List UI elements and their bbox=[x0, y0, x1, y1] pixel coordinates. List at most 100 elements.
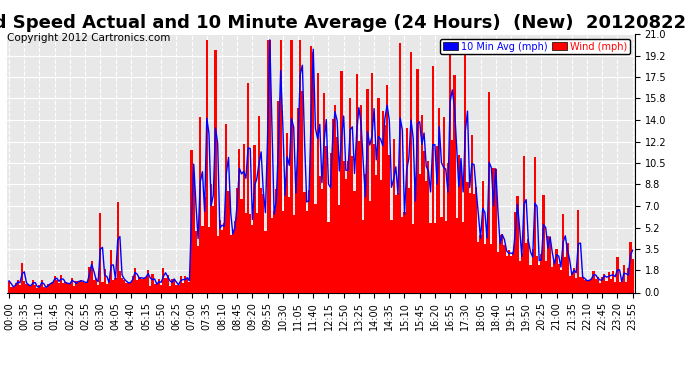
Bar bbox=[402, 217, 404, 292]
Bar bbox=[529, 265, 531, 292]
Title: Wind Speed Actual and 10 Minute Average (24 Hours)  (New)  20120822: Wind Speed Actual and 10 Minute Average … bbox=[0, 14, 687, 32]
Bar bbox=[143, 278, 145, 292]
Bar bbox=[364, 174, 366, 292]
Bar bbox=[19, 285, 21, 292]
Bar bbox=[123, 279, 126, 292]
Bar bbox=[156, 285, 158, 292]
Bar bbox=[560, 270, 562, 292]
Bar bbox=[616, 257, 618, 292]
Bar bbox=[32, 280, 34, 292]
Bar bbox=[288, 197, 290, 292]
Bar bbox=[323, 93, 325, 292]
Bar bbox=[121, 278, 123, 292]
Bar bbox=[160, 285, 162, 292]
Bar bbox=[449, 40, 451, 292]
Bar bbox=[232, 233, 234, 292]
Bar bbox=[299, 40, 302, 292]
Bar bbox=[623, 265, 625, 292]
Bar bbox=[553, 261, 555, 292]
Bar bbox=[210, 184, 213, 292]
Bar bbox=[64, 282, 67, 292]
Bar bbox=[351, 156, 353, 292]
Bar bbox=[399, 43, 402, 292]
Bar bbox=[149, 286, 151, 292]
Bar bbox=[266, 40, 268, 292]
Bar bbox=[193, 178, 195, 292]
Bar bbox=[258, 116, 260, 292]
Bar bbox=[41, 280, 43, 292]
Bar bbox=[466, 182, 469, 292]
Bar bbox=[306, 211, 308, 292]
Bar bbox=[230, 235, 232, 292]
Bar bbox=[201, 226, 204, 292]
Bar bbox=[516, 196, 519, 292]
Bar bbox=[434, 223, 436, 292]
Bar bbox=[460, 162, 462, 292]
Bar bbox=[523, 156, 525, 292]
Bar bbox=[37, 288, 39, 292]
Bar bbox=[315, 204, 317, 292]
Bar bbox=[603, 274, 605, 292]
Bar bbox=[558, 264, 560, 292]
Bar bbox=[412, 224, 414, 292]
Bar bbox=[347, 161, 349, 292]
Bar bbox=[327, 222, 330, 292]
Bar bbox=[506, 256, 508, 292]
Bar bbox=[566, 243, 569, 292]
Bar bbox=[264, 231, 266, 292]
Bar bbox=[375, 175, 377, 292]
Bar bbox=[457, 155, 460, 292]
Bar bbox=[569, 276, 571, 292]
Bar bbox=[317, 73, 319, 292]
Bar bbox=[54, 276, 56, 292]
Bar bbox=[453, 75, 455, 292]
Bar bbox=[304, 192, 306, 292]
Bar bbox=[562, 214, 564, 292]
Bar bbox=[419, 174, 421, 292]
Bar bbox=[495, 170, 497, 292]
Bar bbox=[181, 283, 184, 292]
Bar bbox=[362, 220, 364, 292]
Bar bbox=[169, 286, 171, 292]
Bar bbox=[627, 268, 629, 292]
Bar bbox=[197, 246, 199, 292]
Bar bbox=[571, 273, 573, 292]
Bar bbox=[208, 227, 210, 292]
Bar bbox=[536, 256, 538, 292]
Bar bbox=[618, 282, 621, 292]
Bar bbox=[540, 254, 542, 292]
Bar bbox=[243, 144, 245, 292]
Bar bbox=[184, 276, 186, 292]
Bar bbox=[136, 280, 139, 292]
Bar bbox=[75, 281, 77, 292]
Bar bbox=[588, 280, 590, 292]
Bar bbox=[310, 46, 312, 292]
Bar bbox=[217, 236, 219, 292]
Bar bbox=[14, 284, 17, 292]
Bar bbox=[421, 114, 423, 292]
Bar bbox=[52, 282, 54, 292]
Bar bbox=[601, 278, 603, 292]
Bar bbox=[284, 180, 286, 292]
Bar bbox=[21, 262, 23, 292]
Bar bbox=[28, 285, 30, 292]
Bar bbox=[282, 211, 284, 292]
Bar bbox=[549, 237, 551, 292]
Bar bbox=[360, 105, 362, 292]
Bar bbox=[380, 180, 382, 292]
Bar bbox=[386, 86, 388, 292]
Bar bbox=[219, 220, 221, 292]
Bar bbox=[141, 279, 143, 292]
Bar bbox=[92, 280, 95, 292]
Bar bbox=[110, 250, 112, 292]
Bar bbox=[582, 277, 584, 292]
Bar bbox=[262, 194, 264, 292]
Bar bbox=[195, 231, 197, 292]
Bar bbox=[408, 188, 410, 292]
Text: Copyright 2012 Cartronics.com: Copyright 2012 Cartronics.com bbox=[7, 33, 170, 43]
Bar bbox=[590, 279, 593, 292]
Bar bbox=[464, 40, 466, 292]
Bar bbox=[551, 267, 553, 292]
Bar bbox=[542, 195, 544, 292]
Bar bbox=[584, 280, 586, 292]
